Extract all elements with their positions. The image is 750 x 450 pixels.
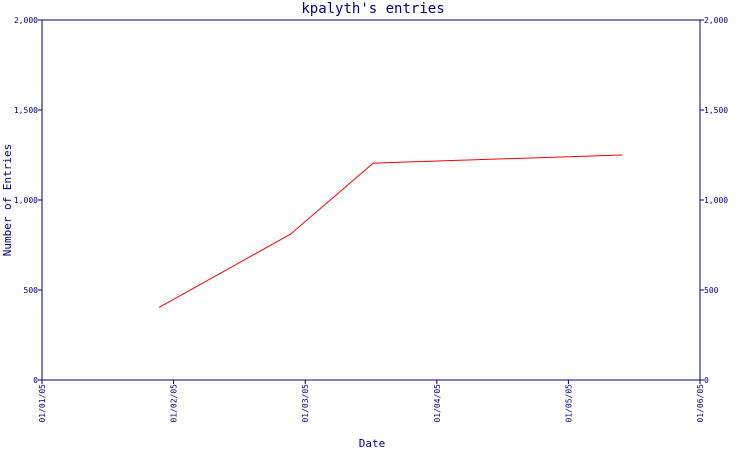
y-tick-label-right: 1,000 <box>704 196 728 205</box>
data-point <box>372 162 374 164</box>
plot-area-frame <box>41 19 701 381</box>
y-tick-label-left: 1,000 <box>14 196 38 205</box>
y-axis-right: 0 500 1,000 1,500 2,000 <box>700 16 728 385</box>
x-axis-title: Date <box>359 437 386 450</box>
series-line <box>159 154 622 308</box>
x-tick-label: 01/01/05 <box>38 384 47 423</box>
y-tick-label-right: 2,000 <box>704 16 728 25</box>
y-tick-label-left: 0 <box>33 376 38 385</box>
y-tick-label-right: 1,500 <box>704 106 728 115</box>
y-tick-label-right: 0 <box>704 376 709 385</box>
x-tick-label: 01/06/05 <box>696 384 705 423</box>
y-axis-left: 0 500 1,000 1,500 2,000 <box>14 16 42 385</box>
x-axis: 01/01/05 01/02/05 01/03/05 01/04/05 01/05/05… <box>38 380 705 423</box>
x-tick-label: 01/03/05 <box>301 384 310 423</box>
data-point <box>289 233 291 235</box>
x-tick-label: 01/05/05 <box>564 384 573 423</box>
chart-title: kpalyth's entries <box>301 1 444 17</box>
series-group <box>159 154 623 308</box>
y-tick-label-left: 2,000 <box>14 16 38 25</box>
x-tick-label: 01/02/05 <box>170 384 179 423</box>
y-tick-label-right: 500 <box>704 286 719 295</box>
data-point <box>159 306 161 308</box>
x-tick-label: 01/04/05 <box>433 384 442 423</box>
data-point <box>620 154 623 156</box>
y-axis-title: Number of Entries <box>1 144 14 257</box>
y-tick-label-left: 1,500 <box>14 106 38 115</box>
y-tick-label-left: 500 <box>24 286 39 295</box>
